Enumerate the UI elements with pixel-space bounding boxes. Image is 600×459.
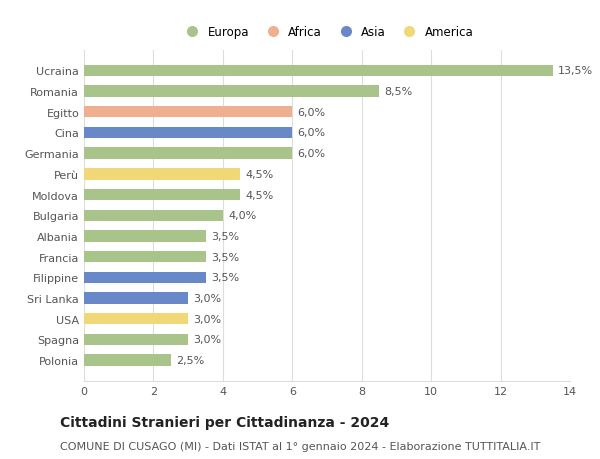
- Text: 3,0%: 3,0%: [193, 314, 221, 324]
- Text: 4,5%: 4,5%: [245, 169, 274, 179]
- Text: COMUNE DI CUSAGO (MI) - Dati ISTAT al 1° gennaio 2024 - Elaborazione TUTTITALIA.: COMUNE DI CUSAGO (MI) - Dati ISTAT al 1°…: [60, 441, 541, 451]
- Bar: [84, 169, 240, 180]
- Text: 13,5%: 13,5%: [558, 66, 593, 76]
- Text: 6,0%: 6,0%: [298, 149, 326, 159]
- Text: 3,5%: 3,5%: [211, 273, 239, 283]
- Text: 3,5%: 3,5%: [211, 252, 239, 262]
- Text: 4,5%: 4,5%: [245, 190, 274, 200]
- Bar: [84, 128, 292, 139]
- Bar: [84, 148, 292, 159]
- Legend: Europa, Africa, Asia, America: Europa, Africa, Asia, America: [178, 23, 476, 41]
- Bar: [84, 313, 188, 325]
- Bar: [84, 66, 553, 77]
- Text: 4,0%: 4,0%: [228, 211, 256, 221]
- Text: 6,0%: 6,0%: [298, 128, 326, 138]
- Text: 3,5%: 3,5%: [211, 231, 239, 241]
- Bar: [84, 231, 205, 242]
- Text: Cittadini Stranieri per Cittadinanza - 2024: Cittadini Stranieri per Cittadinanza - 2…: [60, 415, 389, 429]
- Text: 3,0%: 3,0%: [193, 293, 221, 303]
- Bar: [84, 210, 223, 221]
- Bar: [84, 334, 188, 345]
- Bar: [84, 107, 292, 118]
- Text: 8,5%: 8,5%: [384, 87, 413, 97]
- Bar: [84, 293, 188, 304]
- Bar: [84, 252, 205, 263]
- Bar: [84, 272, 205, 283]
- Bar: [84, 86, 379, 97]
- Text: 2,5%: 2,5%: [176, 355, 204, 365]
- Bar: [84, 355, 171, 366]
- Text: 6,0%: 6,0%: [298, 107, 326, 118]
- Text: 3,0%: 3,0%: [193, 335, 221, 345]
- Bar: [84, 190, 240, 201]
